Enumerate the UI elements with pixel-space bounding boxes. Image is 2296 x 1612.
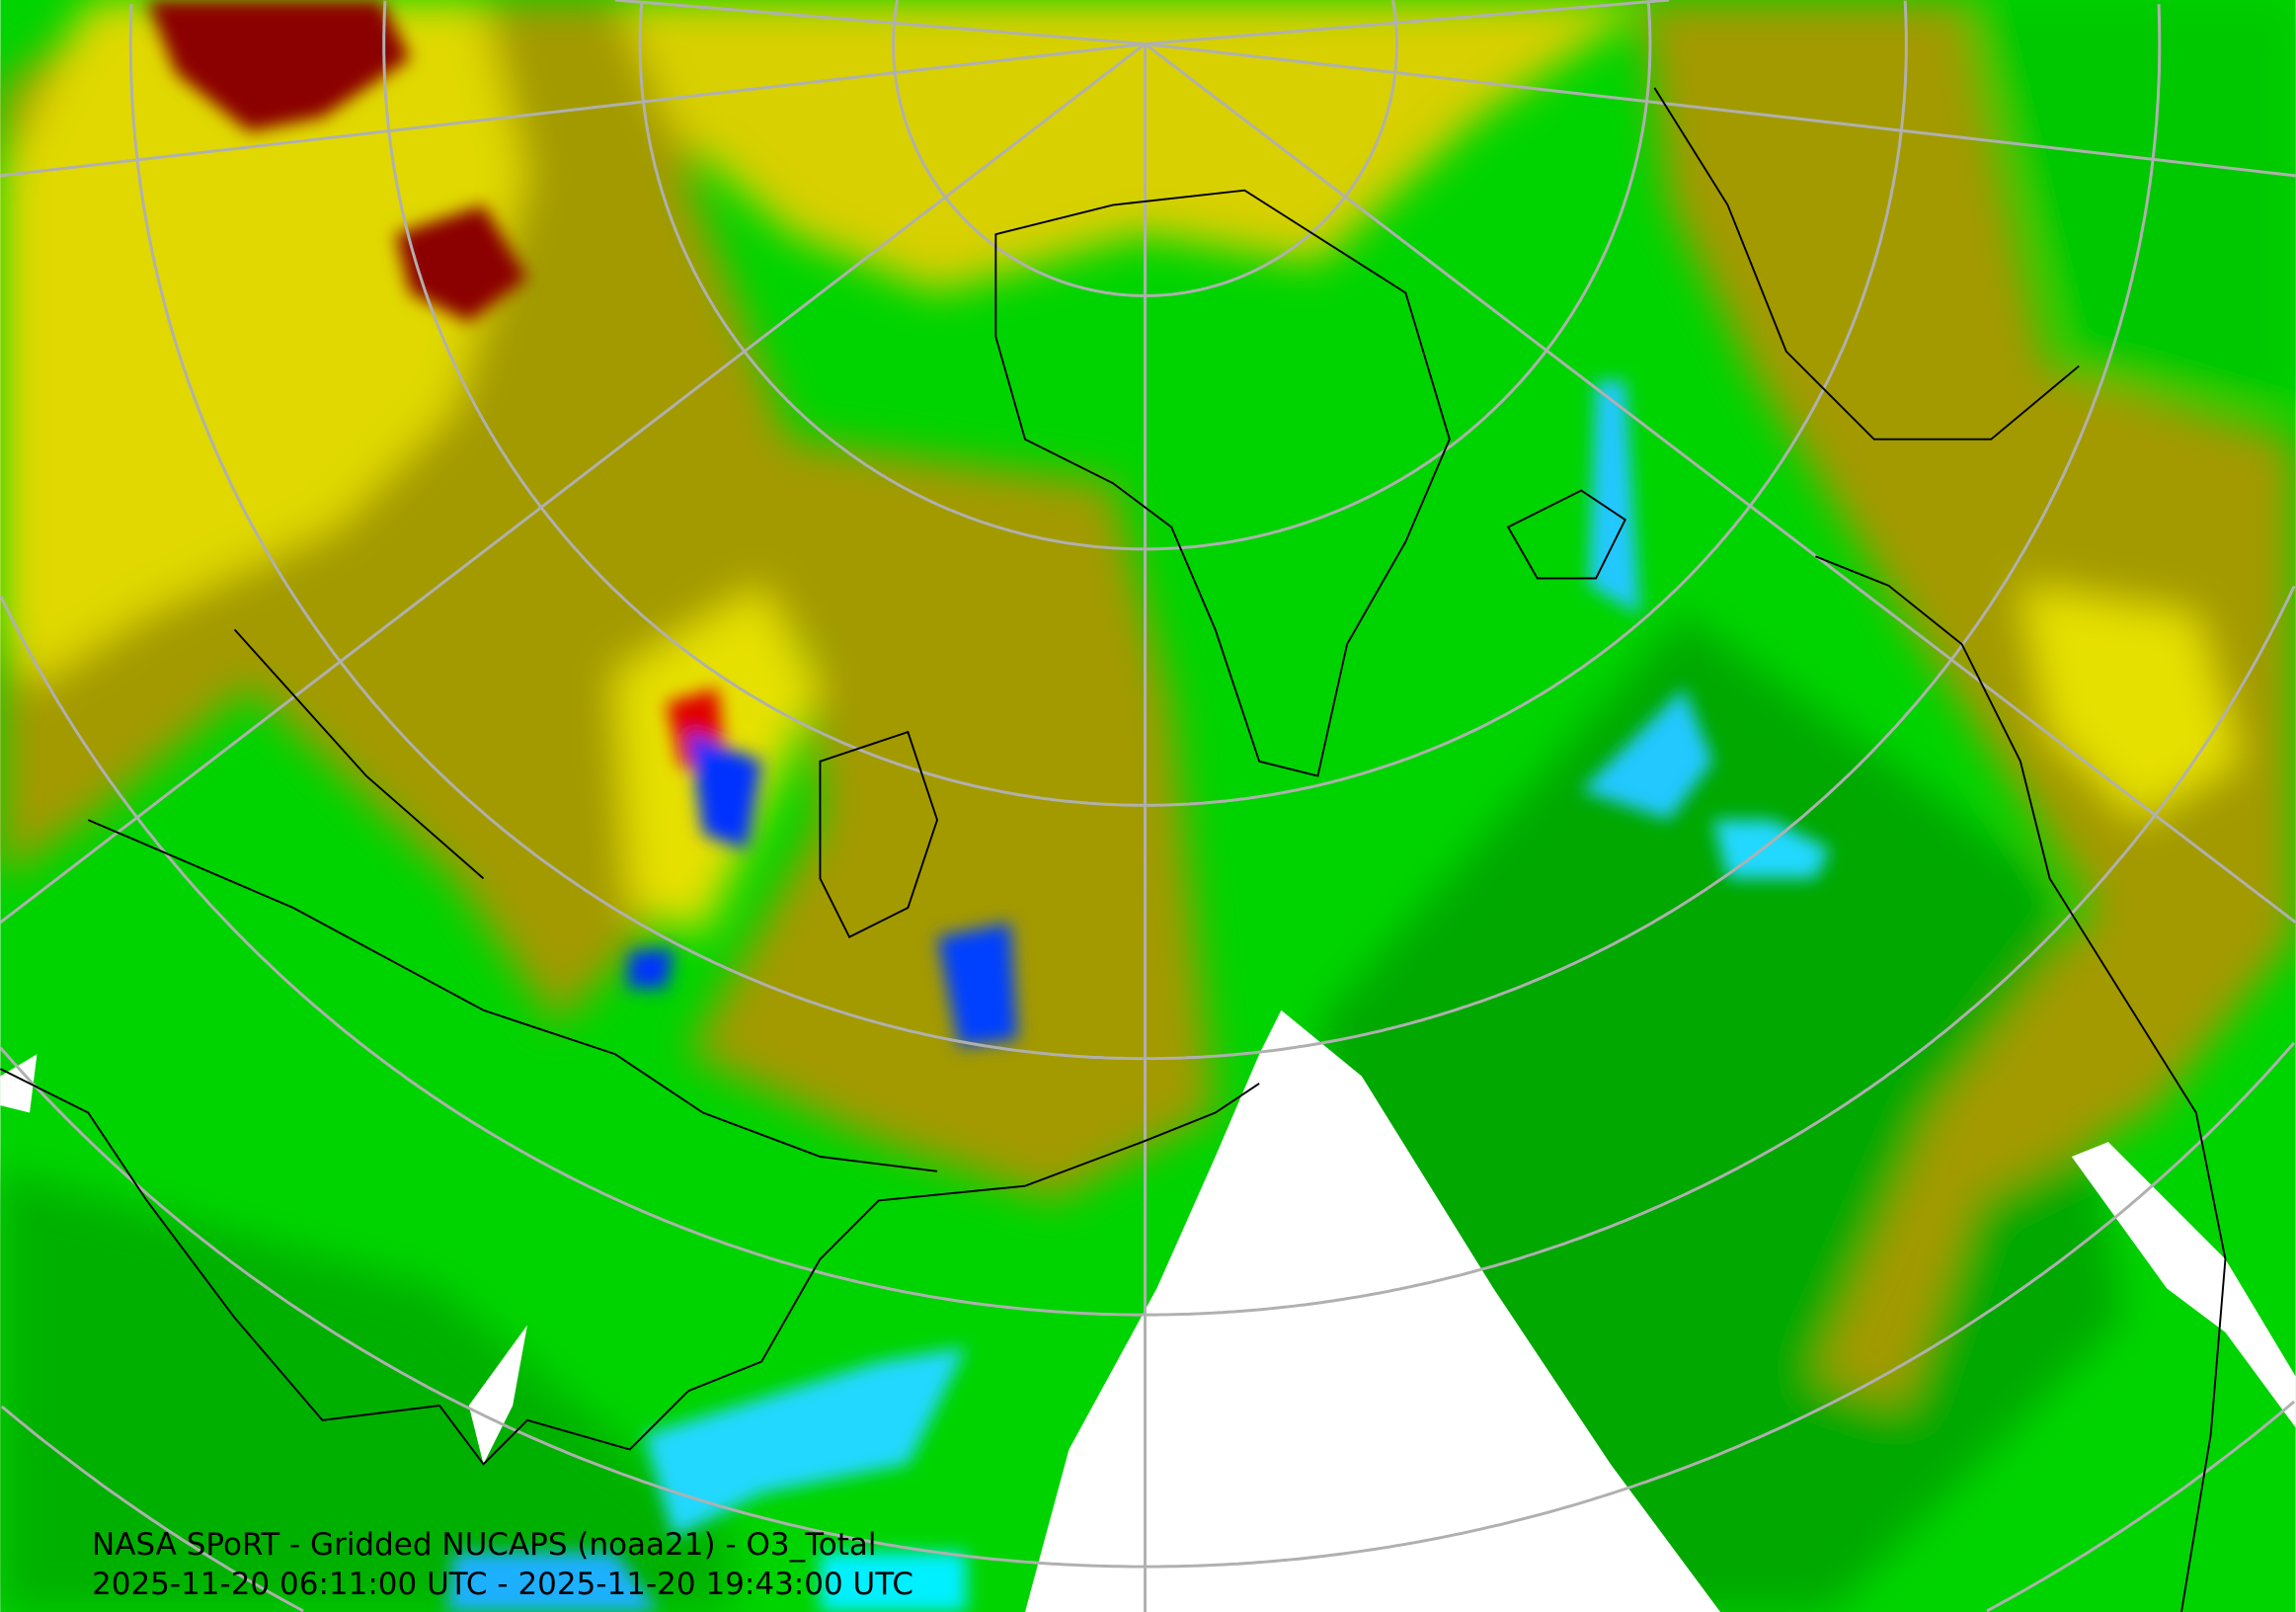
dark-red-patch	[146, 0, 411, 132]
no-data-swath	[0, 1054, 38, 1113]
meridian	[1144, 42, 2296, 925]
latitude-circle	[0, 585, 2296, 1317]
cyan-patch	[820, 1552, 967, 1612]
meridian	[0, 42, 1147, 925]
meridian	[1145, 0, 1670, 45]
coastlines	[0, 87, 2227, 1612]
latitude-circle	[128, 4, 2162, 1061]
no-data-swath	[1024, 1009, 1721, 1612]
map-title: NASA SPoRT - Gridded NUCAPS (noaa21) - O…	[92, 1527, 877, 1563]
meridian	[614, 0, 1146, 45]
europe-coastline	[1815, 555, 2227, 1612]
blue-patch	[688, 732, 762, 849]
canada-us-border	[87, 819, 938, 1172]
latitude-circle	[0, 1400, 2296, 1612]
meridian	[1145, 41, 2296, 178]
dark-green-region	[0, 1170, 733, 1612]
europe-yellow-region	[2019, 585, 2241, 821]
blue-patch	[626, 948, 674, 989]
cyan-patch	[446, 1552, 660, 1612]
cyan-patch	[1581, 687, 1713, 821]
cyan-patch	[644, 1346, 967, 1538]
latitude-circle	[0, 1041, 2296, 1569]
greenland-coastline	[994, 189, 1451, 777]
hudson-olive-region	[688, 439, 1216, 1201]
northeast-olive-band	[1639, 0, 2296, 1406]
north-america-coastline	[0, 1068, 1260, 1466]
scandinavia-coastline	[1653, 87, 2080, 441]
dark-red-patch	[395, 204, 528, 323]
hudson-bay-coastline	[819, 730, 939, 938]
ozone-extremes	[146, 0, 1831, 1612]
map-time-range: 2025-11-20 06:11:00 UTC - 2025-11-20 19:…	[92, 1567, 913, 1602]
latitude-circle	[638, 1, 1652, 551]
meridian	[0, 41, 1146, 178]
no-data-swath	[468, 1325, 528, 1465]
iceland-coastline	[1506, 489, 1626, 580]
cyan-patch	[1588, 380, 1640, 615]
latitude-circle	[382, 0, 1908, 807]
alaska-border	[233, 628, 485, 880]
no-data-swath	[2071, 1142, 2296, 1428]
blue-patch	[937, 922, 1018, 1047]
east-green-region	[1961, 0, 2296, 411]
